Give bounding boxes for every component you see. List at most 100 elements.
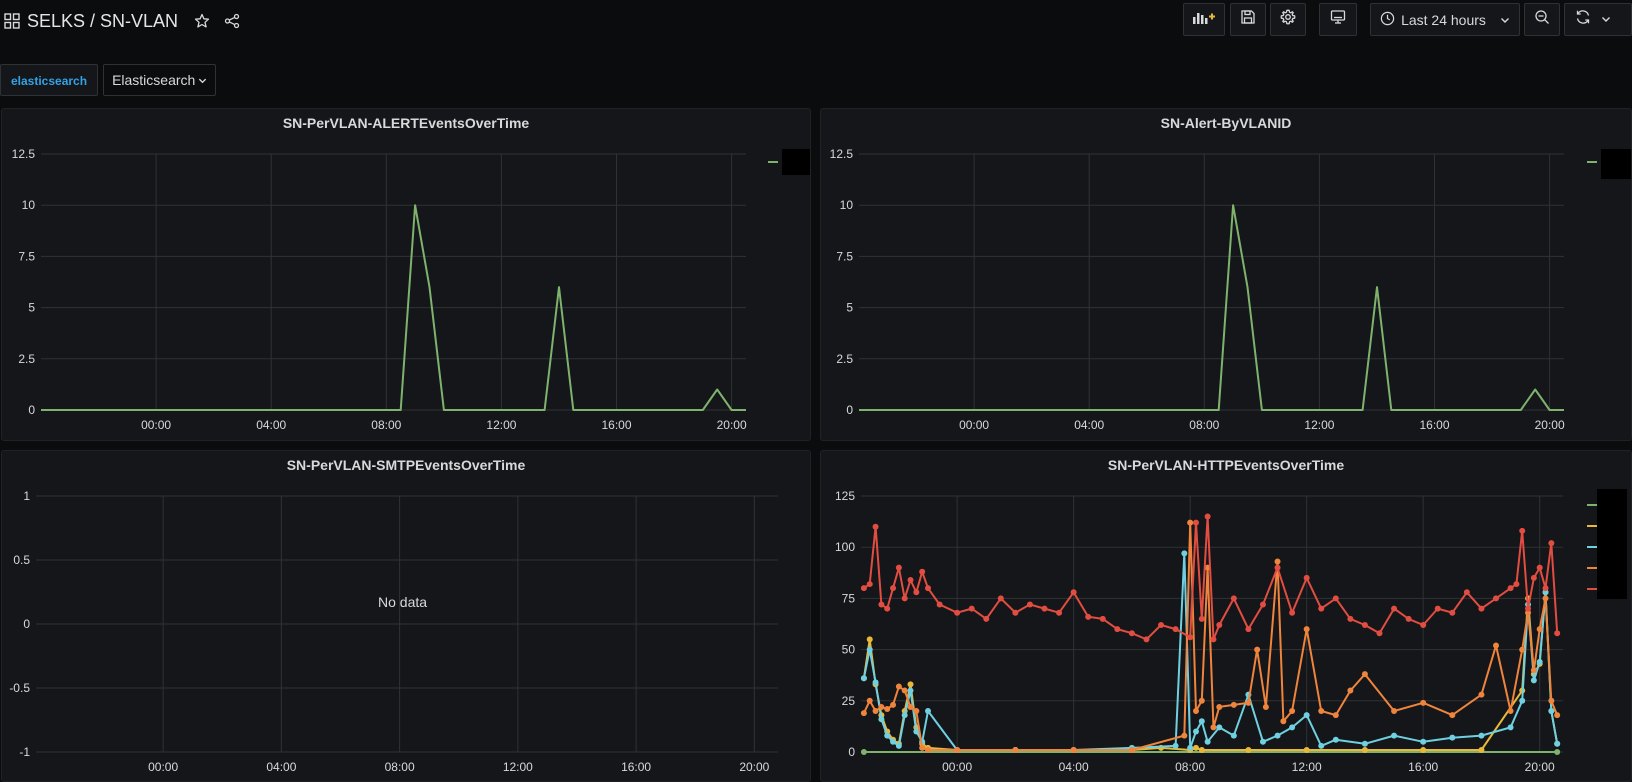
settings-button[interactable]	[1270, 3, 1306, 36]
data-point	[884, 732, 891, 739]
data-point	[1210, 724, 1217, 731]
data-point	[1280, 718, 1287, 725]
panel-title[interactable]: SN-Alert-ByVLANID	[1160, 115, 1292, 131]
x-tick-label: 08:00	[385, 760, 415, 774]
data-point	[1289, 609, 1296, 616]
y-tick-label: -0.5	[9, 681, 30, 695]
data-point	[919, 568, 926, 575]
dashboard-title[interactable]: SELKS / SN-VLAN	[27, 10, 179, 31]
data-point	[1478, 732, 1485, 739]
data-point	[1332, 736, 1339, 743]
y-tick-label: 25	[842, 694, 856, 708]
alert-by-vlan-chart: 0 2.5 5 7.5 10 12.5 00:00 04:00 08:00 12:00 16:00 2…	[830, 147, 1597, 432]
data-point	[1478, 605, 1485, 612]
data-point	[1158, 622, 1165, 629]
data-point	[1318, 708, 1325, 715]
data-point	[895, 742, 902, 749]
data-point	[1085, 613, 1092, 620]
data-point	[1361, 622, 1368, 629]
panel-title[interactable]: SN-PerVLAN-HTTPEventsOverTime	[1107, 457, 1345, 473]
data-point	[872, 708, 879, 715]
save-dashboard-button[interactable]	[1230, 3, 1266, 36]
data-point	[924, 708, 931, 715]
data-point	[1172, 626, 1179, 633]
data-point	[1128, 746, 1135, 753]
data-point	[1204, 738, 1211, 745]
y-tick-label: 12.5	[830, 147, 854, 161]
data-point	[1420, 738, 1427, 745]
panel-title[interactable]: SN-PerVLAN-SMTPEventsOverTime	[286, 457, 526, 473]
data-point	[1245, 746, 1252, 753]
data-point	[1210, 636, 1217, 643]
time-range-picker[interactable]: Last 24 hours	[1370, 3, 1520, 36]
data-point	[1289, 708, 1296, 715]
add-panel-button[interactable]	[1183, 3, 1225, 36]
data-point	[1143, 636, 1150, 643]
data-point	[1192, 728, 1199, 735]
data-point	[1274, 732, 1281, 739]
data-point	[860, 675, 867, 682]
data-point	[1204, 513, 1211, 520]
x-tick-label: 00:00	[141, 418, 171, 432]
x-tick-label: 20:00	[1535, 418, 1565, 432]
data-point	[1507, 708, 1514, 715]
datasource-variable-select[interactable]: Elasticsearch	[103, 64, 217, 96]
apps-grid-icon[interactable]	[0, 9, 24, 33]
y-tick-label: 50	[842, 643, 856, 657]
no-data-message: No data	[378, 594, 428, 610]
data-point	[1519, 527, 1526, 534]
data-point	[1530, 677, 1537, 684]
y-tick-label: -1	[19, 745, 30, 759]
data-point	[895, 564, 902, 571]
x-tick-label: 16:00	[1419, 418, 1449, 432]
http-events-chart: 0 25 50 75 100 125 00:00 04:00 08:00 12:00 16:00 20…	[835, 489, 1597, 774]
data-point	[1181, 732, 1188, 739]
data-point	[1318, 742, 1325, 749]
cycle-view-mode-button[interactable]	[1319, 3, 1357, 36]
data-point	[1463, 589, 1470, 596]
zoom-out-icon	[1534, 9, 1550, 30]
panel-title[interactable]: SN-PerVLAN-ALERTEventsOverTime	[282, 115, 530, 131]
x-tick-label: 04:00	[1074, 418, 1104, 432]
data-point	[1318, 605, 1325, 612]
data-point	[1391, 708, 1398, 715]
x-tick-label: 20:00	[1525, 760, 1555, 774]
time-range-label: Last 24 hours	[1401, 11, 1486, 28]
x-tick-label: 04:00	[1059, 760, 1089, 774]
data-point	[1519, 697, 1526, 704]
data-point	[1198, 615, 1205, 622]
zoom-out-button[interactable]	[1524, 3, 1560, 36]
data-point	[1513, 581, 1520, 588]
data-point	[1303, 626, 1310, 633]
y-tick-label: 1	[23, 489, 30, 503]
data-point	[1525, 605, 1532, 612]
share-icon[interactable]	[220, 9, 244, 33]
y-tick-label: 0	[23, 617, 30, 631]
data-point	[878, 716, 885, 723]
clock-icon	[1380, 11, 1395, 29]
data-point	[884, 705, 891, 712]
panel-smtp-events-over-time: SN-PerVLAN-SMTPEventsOverTime -1 -0.5 0 0.5…	[1, 450, 811, 782]
data-point	[983, 615, 990, 622]
datasource-selected-value: Elasticsearch	[112, 72, 196, 88]
x-tick-label: 00:00	[148, 760, 178, 774]
refresh-interval-chevron-icon[interactable]	[1601, 11, 1611, 29]
data-point	[860, 749, 867, 755]
data-point	[924, 585, 931, 592]
data-point	[1420, 622, 1427, 629]
data-point	[907, 681, 914, 688]
refresh-button[interactable]	[1564, 3, 1632, 36]
data-point	[913, 728, 920, 735]
y-tick-label: 12.5	[12, 147, 36, 161]
y-tick-label: 0.5	[13, 553, 30, 567]
star-icon[interactable]	[190, 9, 214, 33]
x-tick-label: 00:00	[959, 418, 989, 432]
data-point	[890, 585, 897, 592]
data-point	[1187, 519, 1194, 526]
y-tick-label: 5	[846, 301, 853, 315]
data-point	[954, 609, 961, 616]
y-tick-label: 0	[28, 403, 35, 417]
data-point	[907, 687, 914, 694]
x-tick-label: 04:00	[266, 760, 296, 774]
data-point	[1493, 595, 1500, 602]
